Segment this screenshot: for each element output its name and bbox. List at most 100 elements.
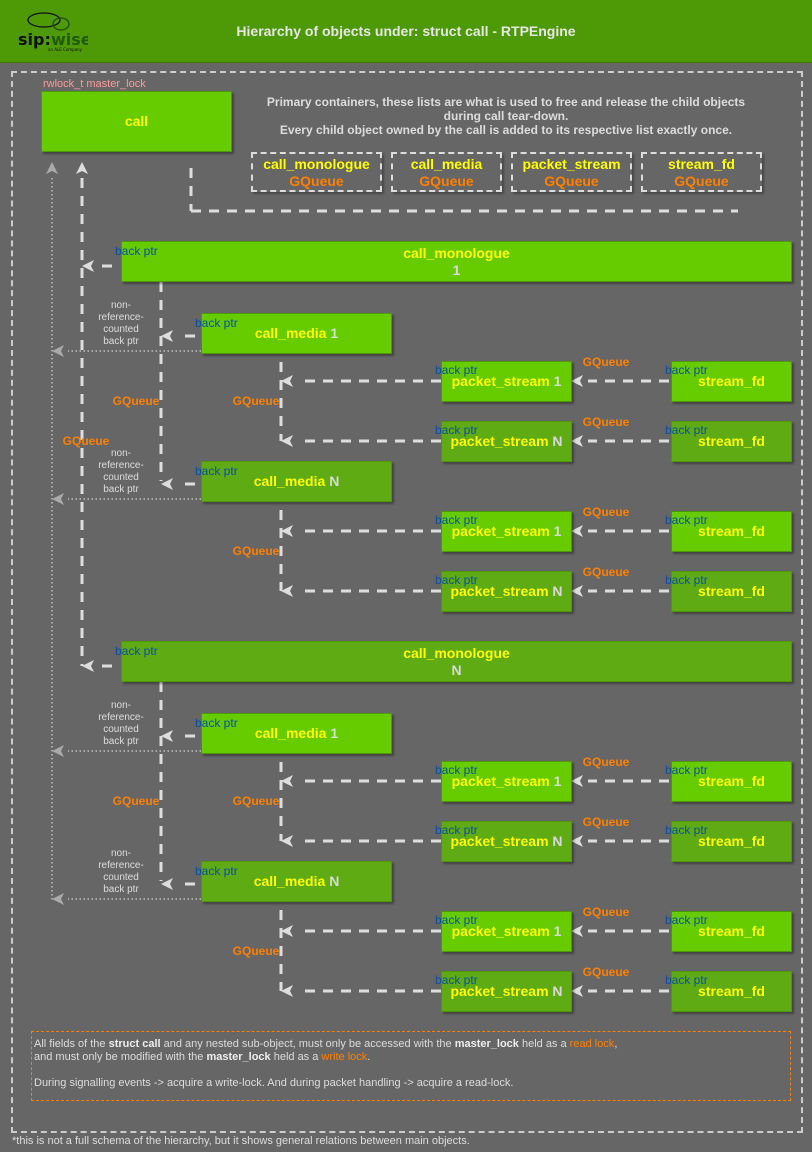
arrowhead-icon (571, 835, 583, 847)
arrowhead-icon (571, 925, 583, 937)
arrowhead-icon (52, 493, 64, 505)
box-label: packet_stream (450, 983, 549, 999)
gqueue-label: GQueue (582, 355, 630, 369)
packet-stream-box[interactable]: packet_stream N (441, 571, 572, 612)
arrowhead-icon (281, 835, 293, 847)
label-line: reference- (98, 712, 144, 723)
arrowhead-icon (82, 260, 94, 272)
arrowhead-icon (52, 745, 64, 757)
stream-fd-box[interactable]: stream_fd (671, 821, 792, 862)
box-label: packet_stream (451, 373, 550, 389)
box-label: packet_stream (450, 583, 549, 599)
description-line: during call tear-down. (443, 109, 569, 123)
container-name: stream_fd (668, 156, 735, 172)
stream-fd-box[interactable]: stream_fd (671, 761, 792, 802)
stream-fd-box[interactable]: stream_fd (671, 571, 792, 612)
gqueue-label: GQueue (582, 505, 630, 519)
gqueue-label: GQueue (582, 415, 630, 429)
back-ptr-label: back ptr (195, 716, 238, 730)
arrowhead-icon (571, 775, 583, 787)
box-label: call_monologue (403, 645, 510, 661)
container-type: GQueue (289, 173, 344, 189)
stream-fd-box[interactable]: stream_fd (671, 361, 792, 402)
arrowhead-icon (281, 375, 293, 387)
arrowhead-icon (571, 525, 583, 537)
label-line: reference- (98, 312, 144, 323)
packet-stream-box[interactable]: packet_stream 1 (441, 761, 572, 802)
arrowhead-icon (161, 330, 173, 342)
back-ptr-label: back ptr (115, 244, 158, 258)
container-call-media[interactable]: call_media GQueue (391, 152, 502, 192)
box-index: 1 (330, 725, 339, 741)
box-label: call_media (254, 725, 327, 741)
box-index: N (451, 662, 462, 678)
stream-fd-box[interactable]: stream_fd (671, 971, 792, 1012)
sipwise-logo: sip: wise an ALE Company (18, 10, 92, 57)
back-ptr-label: back ptr (195, 864, 238, 878)
packet-stream-box[interactable]: packet_stream 1 (441, 361, 572, 402)
packet-stream-box[interactable]: packet_stream N (441, 421, 572, 462)
label-line: reference- (98, 460, 144, 471)
container-stream-fd[interactable]: stream_fd GQueue (641, 152, 762, 192)
call-box[interactable]: call (41, 91, 232, 152)
back-ptr-label: back ptr (665, 363, 708, 377)
arrowhead-icon (281, 435, 293, 447)
gqueue-label: GQueue (582, 815, 630, 829)
packet-stream-box[interactable]: packet_stream 1 (441, 911, 572, 952)
stream-fd-box[interactable]: stream_fd (671, 421, 792, 462)
call-monologue-box[interactable]: call_monologue 1 (121, 241, 792, 282)
box-label: call_media (253, 473, 326, 489)
back-ptr-label: back ptr (665, 913, 708, 927)
box-label: call_monologue (403, 245, 510, 261)
arrowhead-icon (161, 730, 173, 742)
box-index: 1 (553, 773, 562, 789)
svg-text:wise: wise (51, 30, 88, 49)
arrowhead-icon (161, 878, 173, 890)
arrowhead-icon (281, 925, 293, 937)
call-media-box[interactable]: call_media N (201, 461, 392, 502)
label-line: back ptr (103, 484, 139, 495)
box-label: packet_stream (451, 523, 550, 539)
call-monologue-box[interactable]: call_monologue N (121, 641, 792, 682)
box-label: stream_fd (698, 433, 765, 449)
label-line: back ptr (103, 336, 139, 347)
container-call-monologue[interactable]: call_monologue GQueue (251, 152, 382, 192)
box-label: stream_fd (698, 923, 765, 939)
arrowhead-icon (281, 585, 293, 597)
box-index: 1 (553, 523, 562, 539)
box-label: packet_stream (451, 923, 550, 939)
stream-fd-box[interactable]: stream_fd (671, 911, 792, 952)
packet-stream-box[interactable]: packet_stream 1 (441, 511, 572, 552)
container-name: call_media (410, 156, 483, 172)
call-struct-boundary (11, 71, 803, 1133)
call-media-box[interactable]: call_media 1 (201, 313, 392, 354)
master-lock-label: rwlock_t master_lock (43, 78, 146, 90)
label-line: non- (110, 700, 131, 711)
arrowhead-icon (52, 893, 64, 905)
gqueue-label: GQueue (232, 544, 280, 558)
arrowhead-icon (281, 525, 293, 537)
box-label: call_media (254, 325, 327, 341)
call-media-box[interactable]: call_media N (201, 861, 392, 902)
back-ptr-label: back ptr (665, 763, 708, 777)
packet-stream-box[interactable]: packet_stream N (441, 821, 572, 862)
box-label: packet_stream (451, 773, 550, 789)
back-ptr-label: back ptr (435, 763, 478, 777)
stream-fd-box[interactable]: stream_fd (671, 511, 792, 552)
box-index: N (552, 583, 563, 599)
gqueue-label: GQueue (232, 394, 280, 408)
back-ptr-label: back ptr (435, 363, 478, 377)
arrowhead-icon (76, 162, 88, 174)
back-ptr-label: back ptr (435, 913, 478, 927)
label-line: counted (103, 724, 139, 735)
gqueue-label: GQueue (582, 905, 630, 919)
call-media-box[interactable]: call_media 1 (201, 713, 392, 754)
arrowhead-icon (571, 435, 583, 447)
arrowhead-icon (571, 375, 583, 387)
description-line: Every child object owned by the call is … (279, 123, 733, 137)
packet-stream-box[interactable]: packet_stream N (441, 971, 572, 1012)
label-line: non- (110, 448, 131, 459)
container-packet-stream[interactable]: packet_stream GQueue (511, 152, 632, 192)
note-line: During signalling events -> acquire a wr… (34, 1077, 514, 1089)
box-label: stream_fd (698, 583, 765, 599)
